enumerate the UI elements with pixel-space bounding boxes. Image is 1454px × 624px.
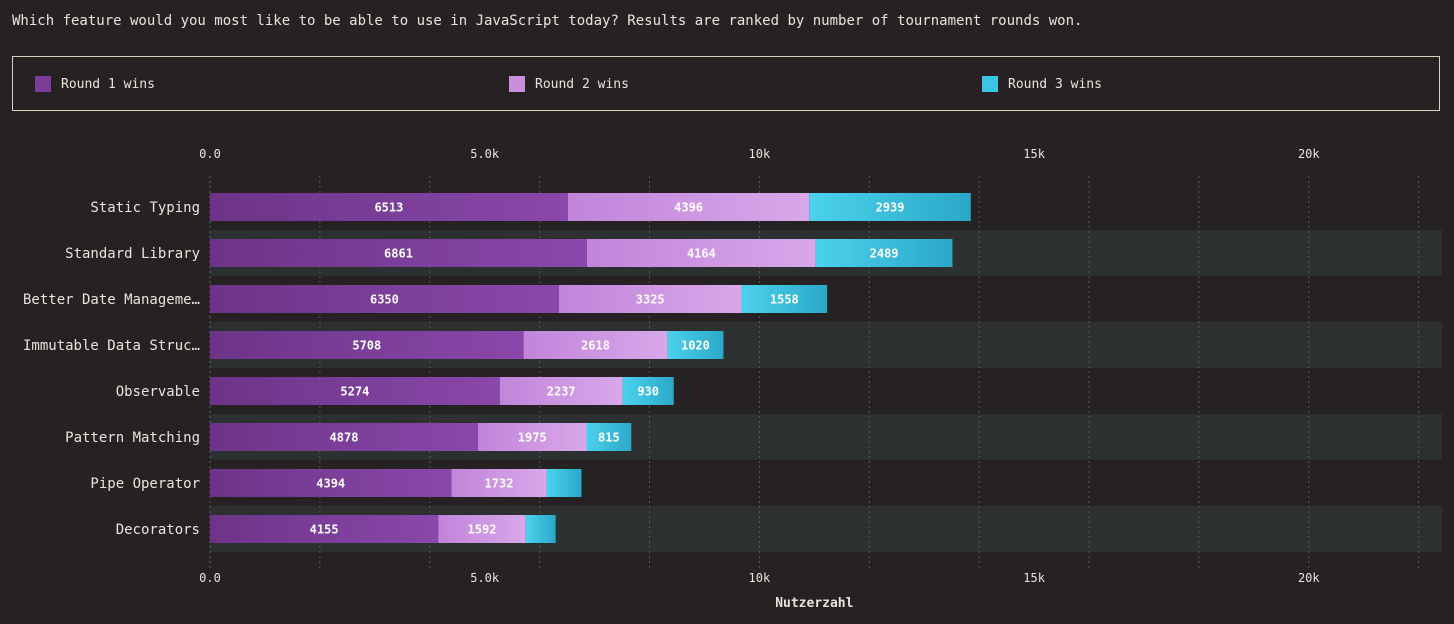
- bar-segment[interactable]: [546, 469, 582, 497]
- category-label: Better Date Manageme…: [23, 292, 200, 308]
- category-label: Standard Library: [65, 246, 200, 262]
- bar-segment[interactable]: [210, 239, 587, 267]
- bar-segment[interactable]: [523, 331, 668, 359]
- bar-value-label: 1592: [468, 523, 497, 537]
- bar-segment[interactable]: [210, 515, 439, 543]
- x-axis-label: Nutzerzahl: [775, 596, 853, 611]
- category-label: Decorators: [116, 522, 200, 538]
- bar-value-label: 1558: [770, 293, 799, 307]
- legend-item-round-3[interactable]: Round 3 wins: [982, 75, 1102, 93]
- bar-value-label: 2618: [581, 339, 610, 353]
- axes: 0.0 0.0 5.0k 5.0k 10k 10k 15k 15k 20k 20k Nutzerza…: [23, 147, 1320, 611]
- bar-segment[interactable]: [477, 423, 587, 451]
- bar-value-label: 4155: [310, 523, 339, 537]
- bar-value-label: 815: [598, 431, 620, 445]
- bar-value-label: 1020: [681, 339, 710, 353]
- bars: 6513 4396 2939 6861 4164 2489 6350 3325 1558 5708…: [210, 193, 971, 543]
- x-tick-label-bottom: 15k: [1023, 571, 1045, 585]
- bar-segment[interactable]: [438, 515, 526, 543]
- bar-segment[interactable]: [567, 193, 810, 221]
- legend-label-round-2: Round 2 wins: [535, 76, 629, 92]
- bar-value-label: 4164: [687, 247, 716, 261]
- bar-value-label: 6861: [384, 247, 413, 261]
- legend-label-round-3: Round 3 wins: [1008, 76, 1102, 92]
- category-label: Pattern Matching: [65, 430, 200, 446]
- grid-lines: [209, 176, 1420, 568]
- bar-segment[interactable]: [558, 285, 742, 313]
- legend-swatch-round-3: [982, 76, 998, 92]
- bar-value-label: 6513: [374, 201, 403, 215]
- bar-segment[interactable]: [815, 239, 953, 267]
- bar-value-label: 930: [637, 385, 659, 399]
- bar-value-label: 6350: [370, 293, 399, 307]
- bar-value-label: 2489: [870, 247, 899, 261]
- bar-value-label: 4394: [316, 477, 345, 491]
- bar-segment[interactable]: [210, 377, 500, 405]
- x-tick-label-top: 20k: [1298, 147, 1320, 161]
- x-tick-label-top: 5.0k: [470, 147, 500, 161]
- category-label: Pipe Operator: [90, 476, 200, 492]
- chart-question: Which feature would you most like to be …: [12, 13, 1083, 29]
- bar-segment[interactable]: [525, 515, 556, 543]
- bar-segment[interactable]: [499, 377, 623, 405]
- bar-segment[interactable]: [210, 193, 568, 221]
- x-tick-label-bottom: 20k: [1298, 571, 1320, 585]
- legend-label-round-1: Round 1 wins: [61, 76, 155, 92]
- bar-value-label: 3325: [636, 293, 665, 307]
- x-tick-label-bottom: 10k: [749, 571, 771, 585]
- x-tick-label-bottom: 5.0k: [470, 571, 500, 585]
- legend: Round 1 wins Round 2 wins Round 3 wins: [12, 56, 1440, 111]
- row-bands: [210, 230, 1442, 552]
- bar-value-label: 4878: [330, 431, 359, 445]
- bar-value-label: 5274: [340, 385, 369, 399]
- bar-chart: 6513 4396 2939 6861 4164 2489 6350 3325 1558 5708…: [23, 147, 1442, 611]
- bar-segment[interactable]: [210, 285, 559, 313]
- bar-value-label: 2939: [876, 201, 905, 215]
- bar-value-label: 1975: [518, 431, 547, 445]
- bar-segment[interactable]: [667, 331, 724, 359]
- category-label: Static Typing: [90, 200, 200, 216]
- category-label: Observable: [116, 384, 200, 400]
- legend-swatch-round-1: [35, 76, 51, 92]
- bar-segment[interactable]: [809, 193, 971, 221]
- bar-segment[interactable]: [586, 423, 632, 451]
- legend-item-round-1[interactable]: Round 1 wins: [35, 75, 155, 93]
- bar-value-label: 4396: [674, 201, 703, 215]
- bar-segment[interactable]: [210, 423, 478, 451]
- legend-swatch-round-2: [509, 76, 525, 92]
- legend-item-round-2[interactable]: Round 2 wins: [509, 75, 629, 93]
- bar-value-label: 2237: [547, 385, 576, 399]
- bar-segment[interactable]: [741, 285, 828, 313]
- x-tick-label-bottom: 0.0: [199, 571, 221, 585]
- bar-segment[interactable]: [622, 377, 674, 405]
- bar-segment[interactable]: [586, 239, 816, 267]
- bar-segment[interactable]: [210, 331, 524, 359]
- x-tick-label-top: 15k: [1023, 147, 1045, 161]
- bar-value-label: 1732: [485, 477, 514, 491]
- x-tick-label-top: 0.0: [199, 147, 221, 161]
- bar-segment[interactable]: [210, 469, 452, 497]
- category-label: Immutable Data Struc…: [23, 338, 200, 354]
- bar-value-label: 5708: [352, 339, 381, 353]
- bar-segment[interactable]: [451, 469, 547, 497]
- x-tick-label-top: 10k: [749, 147, 771, 161]
